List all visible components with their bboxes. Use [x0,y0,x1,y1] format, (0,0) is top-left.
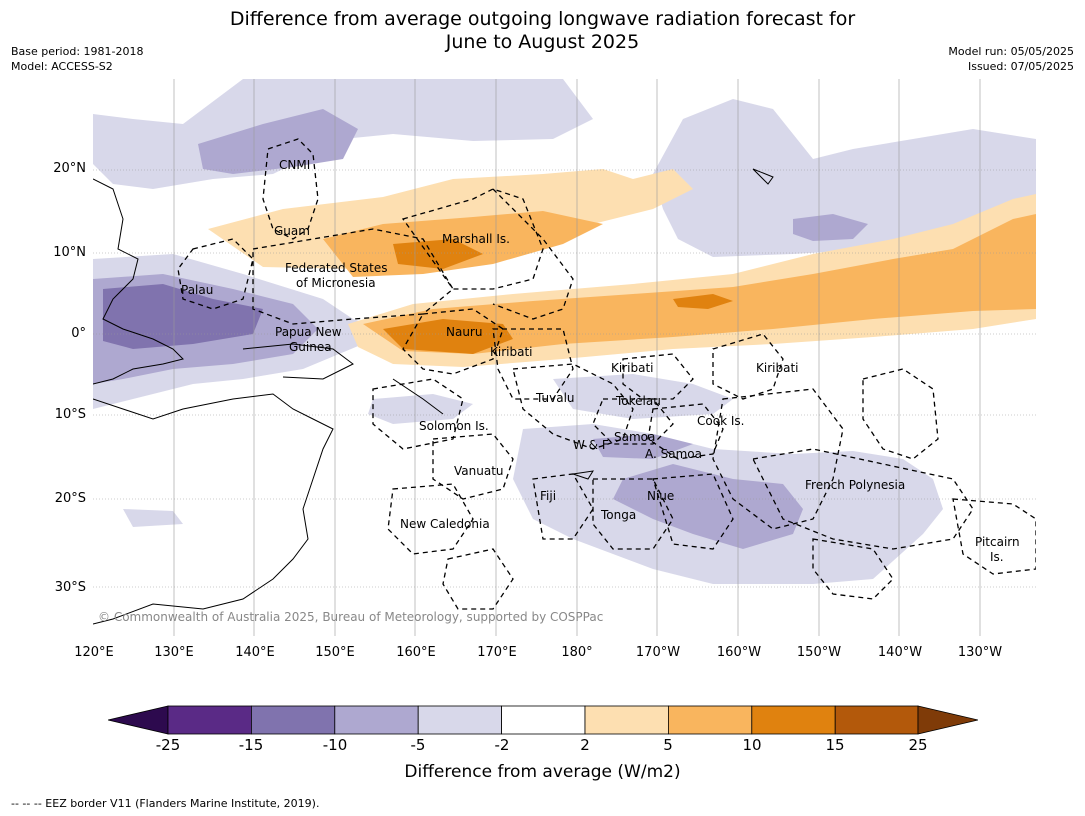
lon-label: 160°E [396,645,436,660]
region-tokelau: Tokelau [616,394,661,408]
region-french-polynesia: French Polynesia [805,478,906,492]
colorbar [107,705,979,735]
lon-label: 130°E [154,645,194,660]
region-fiji: Fiji [540,489,557,503]
region-png-line2: Guinea [289,340,332,354]
region-samoa: Samoa [614,430,656,444]
colorbar-tick: 25 [908,736,928,754]
lat-label: 30°S [54,580,86,595]
base-period: Base period: 1981-2018 [11,45,144,58]
region-american-samoa: A. Samoa [645,447,702,461]
colorbar-segment [834,705,919,735]
title-line-1: Difference from average outgoing longwav… [229,8,856,30]
colorbar-tick: 10 [742,736,762,754]
chart-title: Difference from average outgoing longwav… [0,8,1085,54]
colorbar-segment [167,705,252,735]
region-fsm-line1: Federated States [285,261,388,275]
colorbar-segment [250,705,336,735]
colorbar-title: Difference from average (W/m2) [404,762,681,782]
region-palau: Palau [181,283,214,297]
lon-label: 140°E [235,645,275,660]
coastlines [93,168,774,625]
model-run: Model run: 05/05/2025 [948,45,1074,58]
title-line-2: June to August 2025 [445,31,640,53]
region-cnmi: CNMI [279,158,311,172]
map-canvas [93,79,1036,636]
lon-label: 140°W [877,645,923,660]
colorbar-tick: 5 [663,736,673,754]
lon-label: 180° [561,645,593,660]
lon-label: 170°W [635,645,681,660]
region-png-line1: Papua New [275,325,342,339]
colorbar-segment [917,705,979,735]
colorbar-tick: -2 [494,736,510,754]
colorbar-segment [584,705,669,735]
lat-label: 0° [71,326,86,341]
region-kiribati-central: Kiribati [611,361,654,375]
region-tuvalu: Tuvalu [536,391,575,405]
region-pitcairn-line1: Pitcairn [975,535,1020,549]
region-cook: Cook Is. [697,414,745,428]
lat-label: 10°N [53,245,86,260]
copyright-notice: © Commonwealth of Australia 2025, Bureau… [98,610,604,624]
region-pitcairn-line2: Is. [990,550,1004,564]
colorbar-segment [668,705,753,735]
colorbar-tick: -25 [155,736,181,754]
region-fsm-line2: of Micronesia [296,276,376,290]
region-nauru: Nauru [446,325,483,339]
model-name: Model: ACCESS-S2 [11,60,113,73]
colorbar-segment [107,705,169,735]
lon-label: 120°E [74,645,114,660]
lat-label: 20°S [54,491,86,506]
colorbar-tick: 2 [580,736,590,754]
region-kiribati-west: Kiribati [490,345,533,359]
colorbar-svg [107,705,979,735]
region-wf: W & F [573,438,609,452]
lon-label: 170°E [477,645,517,660]
colorbar-tick: 15 [825,736,845,754]
eez-borders [177,138,1036,610]
region-guam: Guam [274,224,310,238]
eez-footer-note: -- -- -- EEZ border V11 (Flanders Marine… [11,797,320,810]
meta-left: Base period: 1981-2018 Model: ACCESS-S2 [11,44,143,74]
colorbar-tick: -15 [238,736,264,754]
lon-label: 130°W [957,645,1003,660]
issued-date: Issued: 07/05/2025 [967,60,1074,73]
region-kiribati-east: Kiribati [756,361,799,375]
region-tonga: Tonga [601,508,637,522]
colorbar-tick: -5 [410,736,426,754]
lon-label: 150°E [315,645,355,660]
lat-label: 20°N [53,161,86,176]
colorbar-segment [334,705,419,735]
colorbar-segment [751,705,836,735]
positive-anomaly-dark [383,239,733,354]
colorbar-tick: -10 [322,736,348,754]
region-new-caledonia: New Caledonia [400,517,490,531]
region-solomon: Solomon Is. [419,419,489,433]
colorbar-segment [501,705,586,735]
region-vanuatu: Vanuatu [454,464,504,478]
lon-label: 160°W [716,645,762,660]
colorbar-segment [417,705,503,735]
lat-label: 10°S [54,407,86,422]
meta-right: Model run: 05/05/2025 Issued: 07/05/2025 [948,44,1074,74]
region-niue: Niue [647,489,675,503]
map-panel: CNMI Guam Marshall Is. Federated States … [93,79,1036,636]
negative-anomaly-dark [103,284,263,349]
lon-label: 150°W [796,645,842,660]
region-marshall: Marshall Is. [442,232,510,246]
